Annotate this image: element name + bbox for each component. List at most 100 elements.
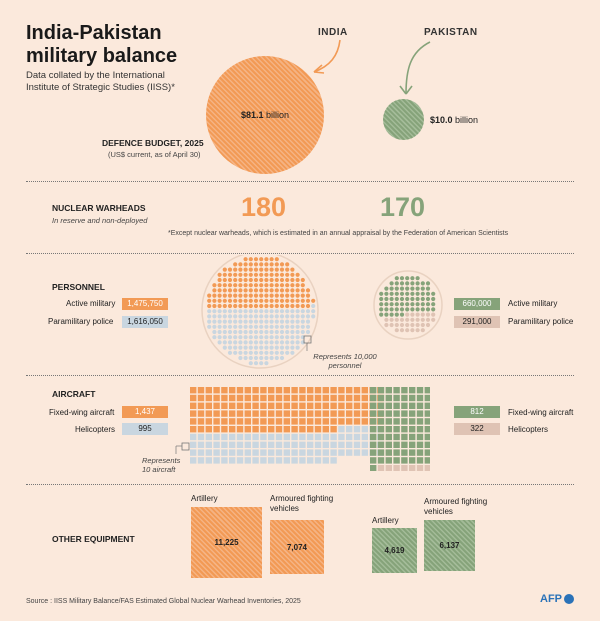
india-fixed-square bbox=[353, 394, 361, 402]
india-fixed-square bbox=[213, 394, 220, 402]
india-fixed-square bbox=[275, 410, 283, 417]
pakistan-fixed-square bbox=[401, 387, 408, 394]
india-fixed-square bbox=[291, 402, 298, 409]
pakistan-active-dot bbox=[431, 296, 436, 302]
india-fixed-square bbox=[236, 394, 244, 402]
india-fixed-square bbox=[190, 387, 197, 394]
india-active-dot bbox=[222, 298, 227, 303]
india-active-dot bbox=[290, 267, 295, 272]
india-heli-square bbox=[221, 433, 228, 441]
india-fixed-square bbox=[229, 410, 236, 417]
india-para-dot bbox=[300, 319, 305, 324]
india-fixed-square bbox=[260, 402, 267, 409]
pakistan-fixed-square bbox=[424, 449, 430, 456]
pakistan-active-dot bbox=[384, 302, 389, 307]
india-active-dot bbox=[269, 298, 274, 303]
pakistan-fixed-square bbox=[385, 441, 392, 448]
pakistan-active-dot bbox=[415, 291, 420, 296]
india-fixed-square bbox=[213, 418, 220, 425]
india-fixed-square bbox=[236, 426, 244, 433]
india-para-dot bbox=[233, 345, 238, 350]
india-fixed-square bbox=[205, 418, 212, 425]
pakistan-para-dot bbox=[405, 312, 410, 317]
pakistan-para-label: Paramilitary police bbox=[508, 317, 574, 326]
india-para-dot bbox=[243, 350, 248, 355]
india-para-dot bbox=[248, 314, 253, 319]
india-para-dot bbox=[285, 335, 290, 340]
india-para-dot bbox=[238, 335, 243, 340]
pakistan-budget-label: $10.0 billion bbox=[430, 115, 478, 125]
india-active-dot bbox=[295, 288, 300, 293]
india-fixed-square bbox=[221, 402, 228, 409]
pakistan-fixed-square bbox=[393, 426, 400, 433]
pakistan-para-dot bbox=[389, 322, 394, 328]
india-active-dot bbox=[243, 288, 248, 293]
pakistan-active-dot bbox=[415, 302, 420, 307]
pakistan-fixed-square bbox=[409, 457, 416, 464]
india-para-dot bbox=[248, 355, 253, 361]
india-active-dot bbox=[227, 283, 233, 288]
india-active-dot bbox=[295, 293, 300, 298]
india-para-dot bbox=[259, 329, 264, 335]
india-active-dot bbox=[300, 277, 305, 283]
nuclear-sublabel: In reserve and non-deployed bbox=[52, 216, 148, 225]
india-fixed-square bbox=[322, 426, 329, 433]
india-fixed-square bbox=[268, 418, 275, 425]
pakistan-fixed-square bbox=[401, 402, 408, 409]
india-active-dot bbox=[248, 293, 253, 298]
pakistan-afv-value: 6,137 bbox=[439, 541, 460, 550]
pakistan-para-dot bbox=[394, 322, 399, 328]
india-para-dot bbox=[295, 329, 300, 335]
pakistan-fixed-square bbox=[424, 457, 430, 464]
india-fixed-square bbox=[229, 402, 236, 409]
india-fixed-square bbox=[283, 410, 290, 417]
india-active-dot bbox=[212, 298, 217, 303]
india-para-dot bbox=[264, 335, 269, 340]
pakistan-fixed-square bbox=[385, 457, 392, 464]
india-heli-square bbox=[221, 457, 228, 464]
india-fixed-square bbox=[346, 410, 353, 417]
india-para-dot bbox=[212, 335, 217, 340]
india-para-dot bbox=[279, 345, 285, 350]
pakistan-active-dot bbox=[389, 302, 394, 307]
pakistan-active-dot bbox=[410, 286, 415, 291]
india-active-dot bbox=[233, 293, 238, 298]
india-para-dot bbox=[311, 309, 316, 314]
india-fixed-square bbox=[213, 387, 220, 394]
aircraft-legend-marker bbox=[181, 442, 190, 451]
pakistan-fixed-value: 812 bbox=[454, 406, 500, 418]
india-active-dot bbox=[311, 298, 316, 303]
india-fixed-square bbox=[197, 402, 205, 409]
india-heli-square bbox=[260, 457, 267, 464]
india-para-dot bbox=[243, 345, 248, 350]
india-budget-circle bbox=[206, 56, 324, 174]
india-para-dot bbox=[243, 329, 248, 335]
india-active-dot bbox=[243, 298, 248, 303]
pakistan-active-dot bbox=[405, 276, 410, 281]
india-para-dot bbox=[212, 314, 217, 319]
india-heli-square bbox=[275, 441, 283, 448]
india-active-dot bbox=[243, 283, 248, 288]
india-active-dot bbox=[285, 298, 290, 303]
india-heli-square bbox=[260, 433, 267, 441]
pakistan-para-dot bbox=[415, 328, 420, 333]
pakistan-fixed-square bbox=[393, 402, 400, 409]
india-heli-square bbox=[252, 457, 259, 464]
pakistan-fixed-square bbox=[416, 449, 424, 456]
pakistan-active-dot bbox=[405, 302, 410, 307]
india-active-dot bbox=[295, 272, 300, 277]
pakistan-fixed-square bbox=[393, 457, 400, 464]
pakistan-active-dot bbox=[394, 296, 399, 302]
india-para-dot bbox=[233, 329, 238, 335]
india-heli-square bbox=[252, 433, 259, 441]
india-active-dot bbox=[259, 283, 264, 288]
india-active-dot bbox=[300, 283, 305, 288]
india-para-dot bbox=[285, 314, 290, 319]
india-heli-square bbox=[353, 433, 361, 441]
india-para-dot bbox=[212, 329, 217, 335]
india-active-dot bbox=[248, 272, 253, 277]
india-para-dot bbox=[279, 324, 285, 329]
india-active-dot bbox=[305, 288, 311, 293]
india-heli-square bbox=[322, 433, 329, 441]
india-active-dot bbox=[285, 288, 290, 293]
